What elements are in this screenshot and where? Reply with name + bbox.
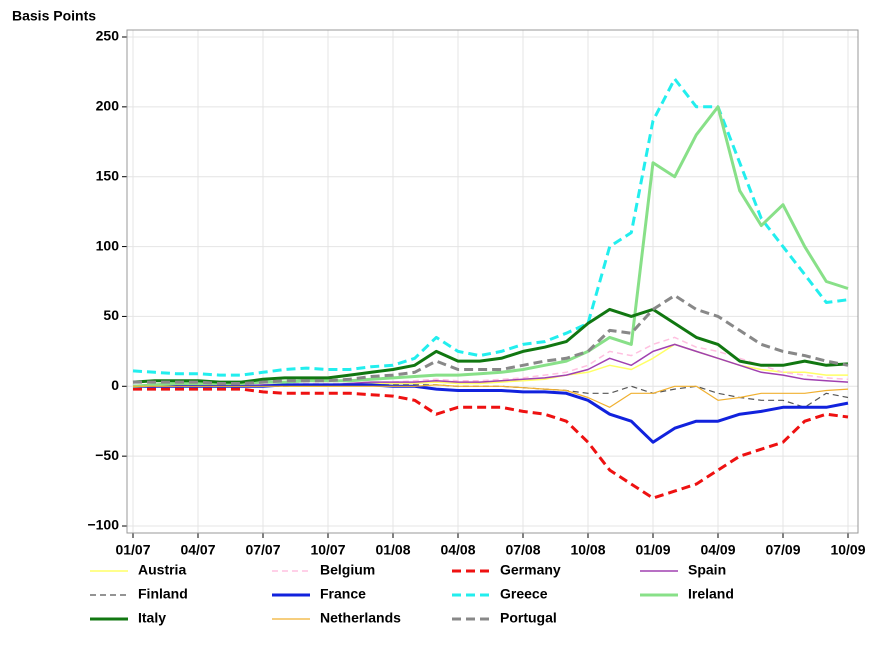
legend-label: Belgium <box>320 562 375 578</box>
plot-border <box>126 29 859 534</box>
y-tick-label: 50 <box>103 307 119 323</box>
series-line <box>132 77 849 377</box>
legend-label: France <box>320 586 366 602</box>
y-tick-label: −100 <box>87 517 119 533</box>
x-tick-label: 10/08 <box>570 542 605 558</box>
x-tick-label: 04/08 <box>440 542 475 558</box>
x-tick-label: 04/09 <box>700 542 735 558</box>
plot-area <box>126 29 859 534</box>
x-tick-label: 07/08 <box>505 542 540 558</box>
legend-label: Greece <box>500 586 548 602</box>
series-line <box>133 384 849 408</box>
x-tick-label: 01/07 <box>115 542 150 558</box>
legend-label: Italy <box>138 610 166 626</box>
legend-label: Austria <box>138 562 186 578</box>
series-line <box>132 307 849 384</box>
x-tick-label: 01/09 <box>635 542 670 558</box>
legend-label: Spain <box>688 562 726 578</box>
legend-label: Finland <box>138 586 188 602</box>
x-tick-label: 10/07 <box>310 542 345 558</box>
x-tick-label: 07/09 <box>765 542 800 558</box>
x-tick-label: 10/09 <box>830 542 865 558</box>
y-tick-label: 150 <box>96 167 120 183</box>
series-line <box>133 387 849 500</box>
y-tick-label: −50 <box>95 447 119 463</box>
legend-label: Netherlands <box>320 610 401 626</box>
y-tick-label: 200 <box>96 98 120 114</box>
y-tick-label: 250 <box>96 28 120 44</box>
x-tick-label: 07/07 <box>245 542 280 558</box>
x-tick-label: 04/07 <box>180 542 215 558</box>
series-line <box>133 384 849 408</box>
x-tick-label: 01/08 <box>375 542 410 558</box>
series-line <box>133 294 849 385</box>
y-axis-title: Basis Points <box>12 8 96 24</box>
legend-label: Ireland <box>688 586 734 602</box>
y-tick-label: 100 <box>96 237 120 253</box>
y-tick-label: 0 <box>111 377 119 393</box>
legend-label: Germany <box>500 562 561 578</box>
legend-label: Portugal <box>500 610 557 626</box>
